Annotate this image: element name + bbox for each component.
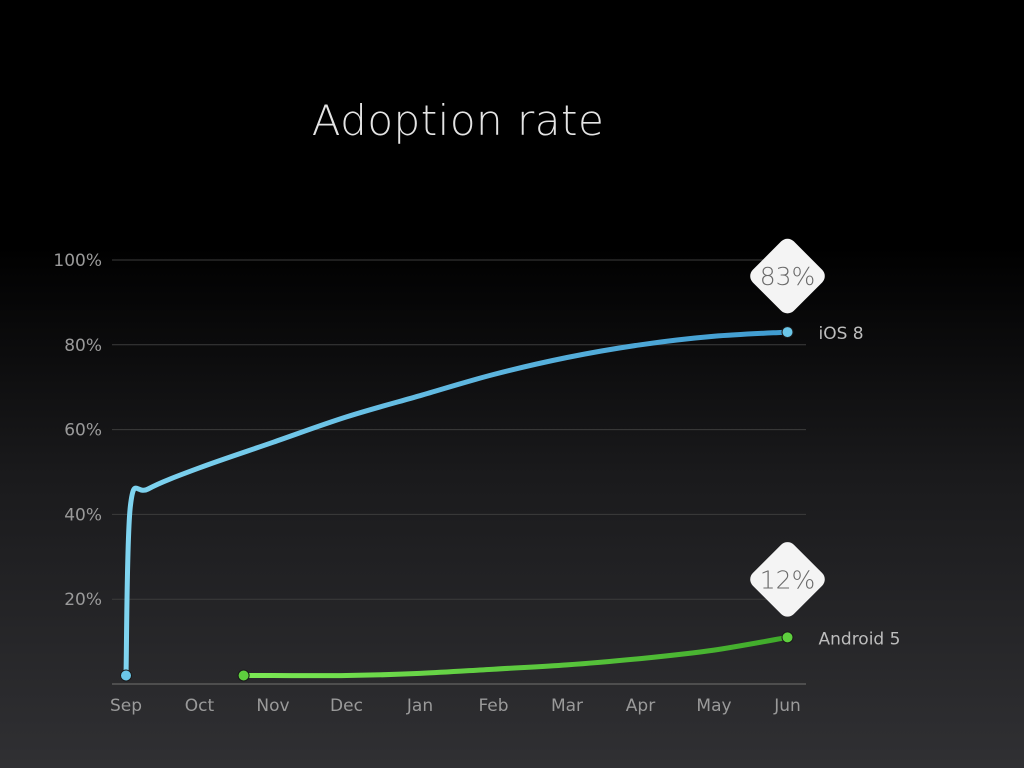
badge-value: 83% <box>760 262 816 291</box>
x-tick-label: Nov <box>256 696 289 716</box>
y-tick-label: 100% <box>53 251 102 271</box>
y-tick-label: 60% <box>64 421 102 441</box>
series-label-ios8: iOS 8 <box>819 324 864 344</box>
x-tick-label: Dec <box>330 696 363 716</box>
value-badge-android5: 12% <box>750 542 825 617</box>
x-tick-label: Apr <box>626 696 655 716</box>
series-end-point-android5 <box>781 631 794 644</box>
badge-diamond <box>750 542 825 617</box>
y-tick-label: 40% <box>64 505 102 525</box>
series-label-android5: Android 5 <box>819 629 901 649</box>
x-axis: Sep Oct Nov Dec Jan Feb Mar Apr May Jun <box>110 696 801 716</box>
x-tick-label: May <box>696 696 731 716</box>
badge-value: 12% <box>760 565 816 594</box>
series-line-android5 <box>241 634 790 679</box>
x-tick-label: Oct <box>185 696 215 716</box>
series-line-ios8 <box>123 329 790 678</box>
y-tick-label: 80% <box>64 336 102 356</box>
series-end-point-ios8 <box>781 326 794 339</box>
series-lines <box>123 329 790 679</box>
badge-diamond <box>750 238 825 314</box>
y-axis: 100% 80% 60% 40% 20% <box>53 251 102 610</box>
x-tick-label: Jun <box>773 696 801 716</box>
value-badges: 83% 12% <box>750 238 825 617</box>
series-markers: iOS 8 Android 5 <box>120 324 901 682</box>
y-tick-label: 20% <box>64 590 102 610</box>
x-tick-label: Feb <box>478 696 508 716</box>
series-start-point-ios8 <box>120 669 132 682</box>
x-tick-label: Sep <box>110 696 142 716</box>
x-tick-label: Mar <box>551 696 583 716</box>
series-start-point-android5 <box>237 669 250 682</box>
x-tick-label: Jan <box>406 696 433 716</box>
chart-title: Adoption rate <box>311 96 605 145</box>
value-badge-ios8: 83% <box>750 238 825 314</box>
gridlines <box>112 259 806 685</box>
